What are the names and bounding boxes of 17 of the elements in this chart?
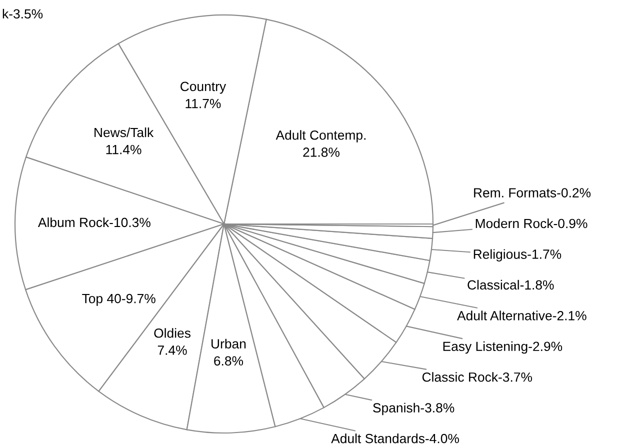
text: k-3.5% xyxy=(2,8,43,19)
slice-label: Adult Contemp. 21.8% xyxy=(276,130,366,157)
slice-label: Religious-1.7% xyxy=(474,249,562,262)
slice-label: Adult Standards-4.0% xyxy=(331,434,459,444)
slice-label: News/Talk 11.4% xyxy=(94,127,154,154)
slice-label: Easy Listening-2.9% xyxy=(443,341,562,354)
slice-label: Album Rock-10.3% xyxy=(38,217,150,228)
slice-label: Modern Rock-0.9% xyxy=(476,218,588,228)
slice-label: Rem. Formats-0.2% xyxy=(474,188,591,198)
slice-label: Classic Rock-3.7% xyxy=(422,372,532,382)
slice-label: Classical-1.8% xyxy=(468,280,554,290)
slice-label: Top 40-9.7% xyxy=(82,294,156,306)
slice-label: Oldies 7.4% xyxy=(154,328,190,355)
slice-label: Adult Alternative-2.1% xyxy=(457,310,586,320)
slice-label: Urban 6.8% xyxy=(212,338,246,366)
slice-label: Country 11.7% xyxy=(180,82,226,108)
slice-label: Spanish-3.8% xyxy=(373,402,454,416)
